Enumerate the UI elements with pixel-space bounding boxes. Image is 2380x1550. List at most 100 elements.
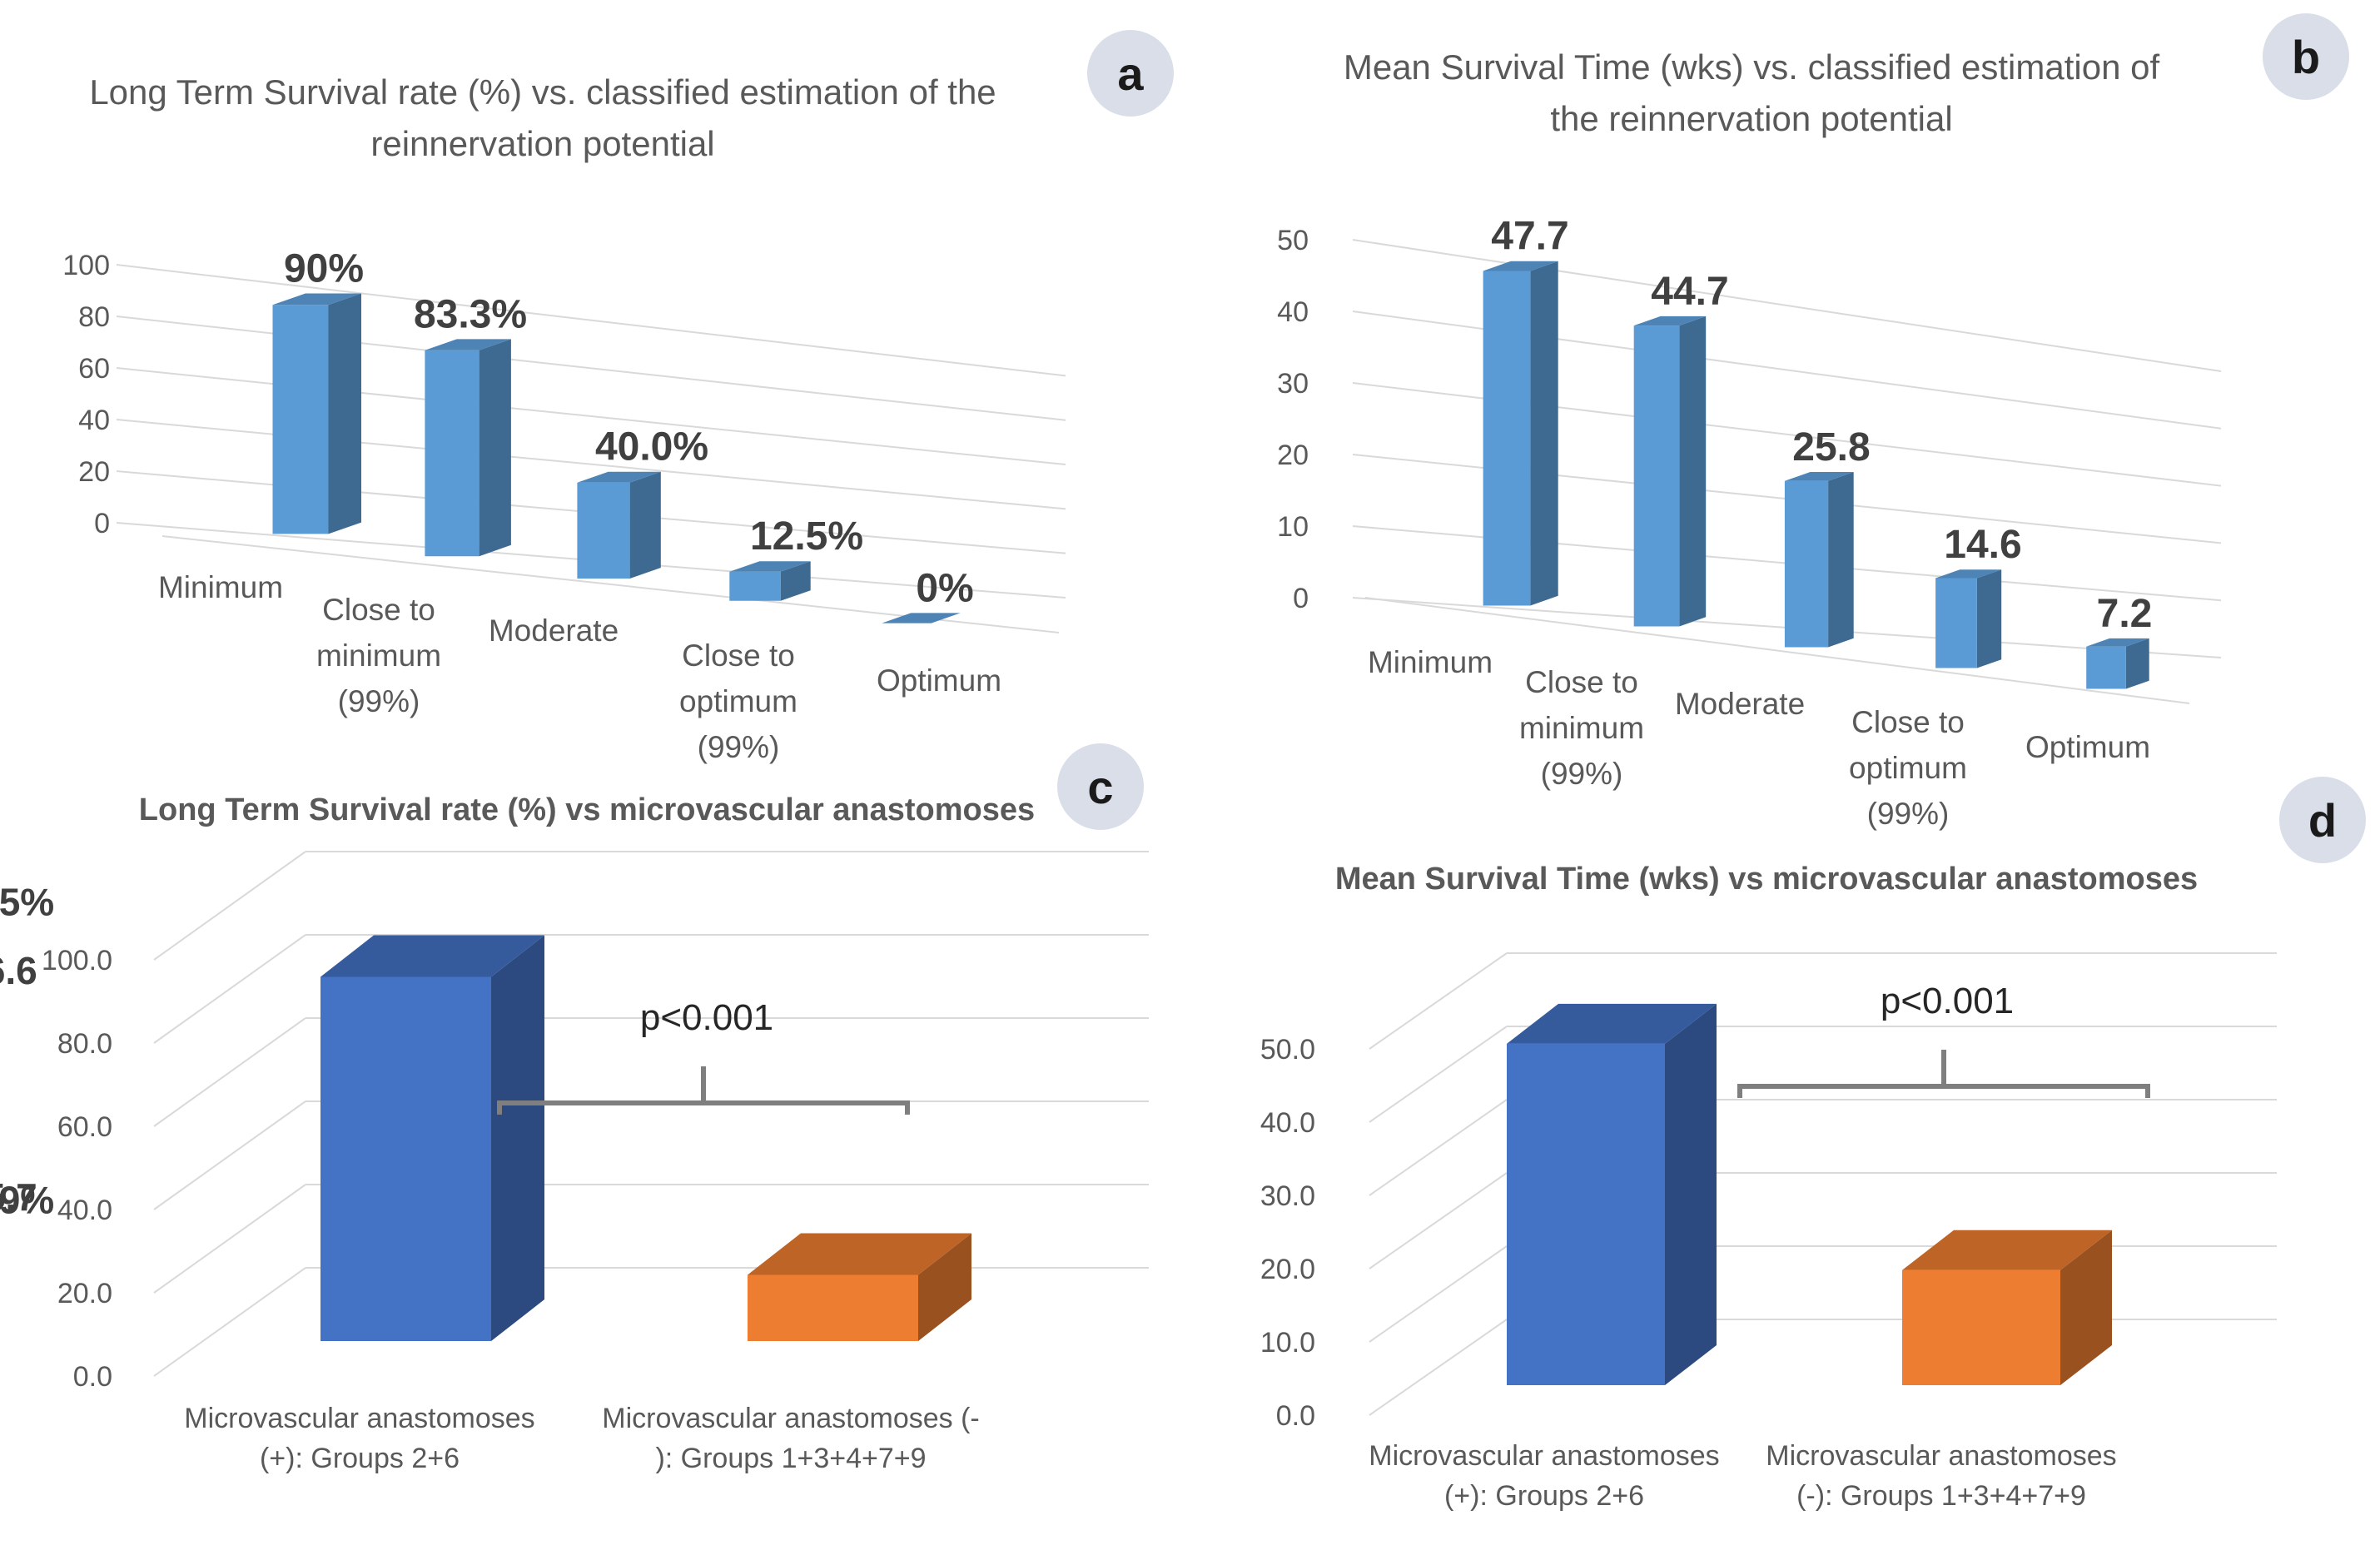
chart-b-bar-1	[1633, 325, 1680, 627]
chart-a-y-tick: 40	[78, 405, 110, 436]
chart-d-y-tick: 40.0	[1260, 1107, 1315, 1139]
chart-a-x-tick-label: Moderate	[489, 614, 619, 648]
chart-a-bar-3-side	[780, 561, 811, 601]
chart-b-y-tick: 30	[1277, 368, 1309, 400]
chart-b-bar-3-side	[1976, 569, 2002, 668]
chart-d-side-gridline	[1369, 1319, 1508, 1416]
chart-b-x-tick-label: Close to	[1851, 705, 1965, 739]
chart-c-y-tick: 40.0	[57, 1195, 112, 1226]
chart-b-data-label: 44.7	[1651, 270, 1728, 314]
chart-b-bar-2	[1784, 480, 1829, 648]
chart-b-bar-4-side	[2125, 638, 2149, 689]
chart-a-bar-1-top	[425, 339, 511, 350]
chart-c-y-tick: 100.0	[42, 945, 112, 976]
chart-c-side-gridline	[153, 1184, 306, 1294]
chart-c-title: Long Term Survival rate (%) vs microvasc…	[139, 792, 1035, 827]
chart-a-bar-0-top	[272, 293, 361, 306]
chart-d-data-label: 46.6	[0, 949, 37, 992]
chart-d-y-tick: 10.0	[1260, 1327, 1315, 1359]
chart-c-x-tick-label: Microvascular anastomoses (-	[602, 1403, 979, 1434]
chart-b-bar-0-top	[1483, 261, 1558, 271]
chart-d-side-gridline	[1369, 952, 1508, 1050]
chart-a-bar-3-top	[729, 561, 811, 572]
panel-c-badge	[1057, 743, 1144, 830]
panel-a-badge-letter: a	[1117, 47, 1144, 100]
chart-a-gridline	[116, 264, 1066, 377]
chart-a-x-tick-label: (99%)	[698, 730, 780, 764]
chart-c-p-value: p<0.001	[640, 997, 773, 1038]
chart-b-x-tick-label: (99%)	[1541, 757, 1623, 791]
chart-a-title-line: reinnervation potential	[370, 124, 714, 163]
chart-c-side-gridline	[153, 851, 306, 961]
chart-c-bar-1	[748, 1274, 918, 1341]
chart-a-x-tick-label: Minimum	[158, 570, 283, 604]
chart-d-title: Mean Survival Time (wks) vs microvascula…	[1335, 862, 2198, 897]
chart-b-data-label: 14.6	[1944, 523, 2021, 567]
chart-a-x-tick-label: optimum	[679, 684, 797, 718]
chart-c-side-gridline	[153, 934, 306, 1044]
chart-a-x-tick-label: (99%)	[338, 684, 420, 718]
chart-b-bar-4-top	[2086, 638, 2149, 647]
chart-b-bar-3	[1935, 578, 1977, 668]
chart-b-x-tick-label: Minimum	[1368, 645, 1493, 679]
chart-d-side-gridline	[1369, 1026, 1508, 1123]
chart-d-bar-1-side	[2060, 1230, 2112, 1385]
chart-c-side-gridline	[153, 1017, 306, 1127]
chart-b-x-tick-label: (99%)	[1867, 797, 1950, 831]
chart-a-x-tick-label: Close to	[322, 593, 435, 627]
chart-a-bar-0	[272, 305, 329, 534]
chart-d-x-tick-label: Microvascular anastomoses	[1369, 1440, 1719, 1472]
panel-b-badge	[2263, 13, 2349, 100]
chart-a-x-tick-label: minimum	[316, 638, 441, 673]
chart-a-bar-4-top	[882, 613, 961, 623]
chart-c-side-gridline	[153, 1267, 306, 1377]
chart-c-bar-0-top	[320, 935, 544, 977]
chart-a-gridline	[116, 315, 1066, 421]
chart-a-bar-1	[425, 350, 479, 557]
chart-d-side-gridline	[1369, 1099, 1508, 1196]
chart-a-bar-2-side	[629, 471, 661, 579]
chart-c-y-tick: 80.0	[57, 1028, 112, 1060]
chart-c-bar-1-side	[918, 1233, 971, 1341]
chart-b-y-tick: 0	[1293, 583, 1309, 614]
chart-c-significance-bracket	[497, 1066, 910, 1115]
chart-c-y-tick: 60.0	[57, 1111, 112, 1143]
chart-c-y-tick: 20.0	[57, 1278, 112, 1309]
chart-d-bar-0	[1507, 1043, 1665, 1385]
chart-b-bar-1-top	[1633, 315, 1707, 326]
chart-c-y-tick: 0.0	[73, 1361, 112, 1393]
chart-a-gridline	[116, 367, 1066, 466]
chart-b-y-tick: 40	[1277, 296, 1309, 328]
chart-panel-b: Mean Survival Time (wks) vs. classified …	[1277, 47, 2222, 831]
chart-a-data-label: 40.0%	[595, 425, 708, 469]
chart-d-p-value: p<0.001	[1881, 981, 2014, 1021]
panel-b-badge-letter: b	[2292, 31, 2320, 83]
chart-d-bar-0-side	[1665, 1003, 1717, 1385]
chart-d-side-gridline	[1369, 1172, 1508, 1269]
chart-c-bar-1-top	[748, 1233, 971, 1275]
chart-a-y-tick: 80	[78, 301, 110, 333]
chart-a-y-tick: 60	[78, 353, 110, 385]
chart-b-data-label: 7.2	[2097, 592, 2153, 636]
chart-c-bar-0-side	[491, 935, 544, 1341]
chart-panel-d: Mean Survival Time (wks) vs microvascula…	[0, 862, 2277, 1512]
chart-d-bar-1-top	[1902, 1230, 2112, 1270]
chart-c-data-label: 15.9%	[0, 1179, 54, 1222]
chart-d-y-tick: 20.0	[1260, 1254, 1315, 1285]
chart-d-x-tick-label: (-): Groups 1+3+4+7+9	[1796, 1480, 2086, 1512]
chart-b-data-label: 47.7	[1491, 215, 1568, 259]
chart-b-x-tick-label: optimum	[1849, 751, 1967, 785]
chart-b-gridline	[1352, 382, 2222, 487]
chart-a-bar-2-top	[577, 471, 661, 483]
chart-b-y-tick: 50	[1277, 225, 1309, 256]
chart-b-gridline	[1352, 310, 2222, 430]
chart-c-x-tick-label: ): Groups 1+3+4+7+9	[655, 1443, 926, 1474]
chart-b-y-tick: 10	[1277, 511, 1309, 543]
chart-c-bar-0	[320, 976, 491, 1341]
chart-c-x-tick-label: (+): Groups 2+6	[260, 1443, 460, 1474]
chart-c-x-tick-label: Microvascular anastomoses	[184, 1403, 534, 1434]
chart-b-data-label: 25.8	[1792, 425, 1870, 469]
chart-a-data-label: 0%	[916, 566, 973, 610]
